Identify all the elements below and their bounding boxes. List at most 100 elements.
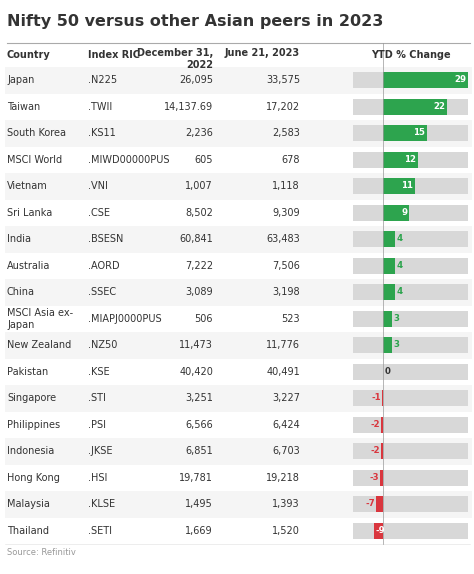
Text: 11,473: 11,473 <box>179 340 213 350</box>
FancyBboxPatch shape <box>5 253 472 279</box>
FancyBboxPatch shape <box>383 204 410 221</box>
Text: 4: 4 <box>397 287 403 296</box>
Text: December 31,
2022: December 31, 2022 <box>137 48 213 71</box>
Text: 523: 523 <box>282 314 300 324</box>
Text: Japan: Japan <box>7 75 35 86</box>
Text: Vietnam: Vietnam <box>7 181 48 191</box>
Text: 6,851: 6,851 <box>185 446 213 456</box>
Text: .N225: .N225 <box>88 75 117 86</box>
FancyBboxPatch shape <box>5 173 472 200</box>
Text: 22: 22 <box>434 102 446 111</box>
FancyBboxPatch shape <box>383 231 395 247</box>
Text: 7,222: 7,222 <box>185 261 213 271</box>
FancyBboxPatch shape <box>5 464 472 491</box>
Text: 19,781: 19,781 <box>179 473 213 483</box>
Text: -2: -2 <box>370 420 380 429</box>
Text: 60,841: 60,841 <box>179 234 213 245</box>
Text: 1,669: 1,669 <box>185 526 213 536</box>
FancyBboxPatch shape <box>353 337 468 354</box>
FancyBboxPatch shape <box>353 284 468 300</box>
FancyBboxPatch shape <box>383 178 415 195</box>
FancyBboxPatch shape <box>353 522 468 539</box>
FancyBboxPatch shape <box>5 305 472 332</box>
Text: .NZ50: .NZ50 <box>88 340 118 350</box>
FancyBboxPatch shape <box>383 258 395 274</box>
FancyBboxPatch shape <box>353 390 468 406</box>
FancyBboxPatch shape <box>353 72 468 88</box>
FancyBboxPatch shape <box>5 332 472 359</box>
Text: Sri Lanka: Sri Lanka <box>7 208 52 218</box>
FancyBboxPatch shape <box>5 385 472 412</box>
Text: Taiwan: Taiwan <box>7 102 40 112</box>
FancyBboxPatch shape <box>383 337 392 354</box>
Text: 40,491: 40,491 <box>266 367 300 377</box>
Text: .AORD: .AORD <box>88 261 119 271</box>
FancyBboxPatch shape <box>353 311 468 327</box>
Text: China: China <box>7 287 35 297</box>
Text: 29: 29 <box>454 75 466 84</box>
Text: 63,483: 63,483 <box>266 234 300 245</box>
Text: 40,420: 40,420 <box>179 367 213 377</box>
FancyBboxPatch shape <box>5 518 472 544</box>
Text: .VNI: .VNI <box>88 181 108 191</box>
FancyBboxPatch shape <box>383 125 427 141</box>
Text: 506: 506 <box>194 314 213 324</box>
Text: 6,424: 6,424 <box>272 420 300 430</box>
Text: 9: 9 <box>401 208 407 217</box>
Text: 17,202: 17,202 <box>266 102 300 112</box>
FancyBboxPatch shape <box>353 231 468 247</box>
FancyBboxPatch shape <box>5 412 472 438</box>
Text: -7: -7 <box>365 499 375 508</box>
FancyBboxPatch shape <box>5 438 472 464</box>
FancyBboxPatch shape <box>353 443 468 459</box>
Text: 3,227: 3,227 <box>272 393 300 404</box>
FancyBboxPatch shape <box>376 496 383 513</box>
Text: South Korea: South Korea <box>7 128 66 138</box>
Text: 2,583: 2,583 <box>272 128 300 138</box>
Text: .PSI: .PSI <box>88 420 106 430</box>
Text: 3: 3 <box>394 340 400 349</box>
FancyBboxPatch shape <box>380 470 383 486</box>
Text: -2: -2 <box>370 446 380 455</box>
FancyBboxPatch shape <box>382 390 383 406</box>
Text: Country: Country <box>7 50 51 60</box>
Text: Index RIC: Index RIC <box>88 50 140 60</box>
FancyBboxPatch shape <box>5 120 472 146</box>
FancyBboxPatch shape <box>353 204 468 221</box>
Text: .SETI: .SETI <box>88 526 112 536</box>
FancyBboxPatch shape <box>383 72 468 88</box>
Text: Malaysia: Malaysia <box>7 499 50 509</box>
FancyBboxPatch shape <box>5 146 472 173</box>
FancyBboxPatch shape <box>5 67 472 94</box>
Text: .JKSE: .JKSE <box>88 446 112 456</box>
Text: 33,575: 33,575 <box>266 75 300 86</box>
Text: -9: -9 <box>376 526 385 535</box>
FancyBboxPatch shape <box>5 200 472 226</box>
Text: YTD % Change: YTD % Change <box>371 50 450 60</box>
FancyBboxPatch shape <box>383 284 395 300</box>
Text: 3,089: 3,089 <box>185 287 213 297</box>
FancyBboxPatch shape <box>353 178 468 195</box>
Text: 2,236: 2,236 <box>185 128 213 138</box>
Text: 8,502: 8,502 <box>185 208 213 218</box>
Text: .SSEC: .SSEC <box>88 287 116 297</box>
Text: 4: 4 <box>397 234 403 243</box>
Text: 12: 12 <box>404 155 416 164</box>
Text: 26,095: 26,095 <box>179 75 213 86</box>
FancyBboxPatch shape <box>381 417 383 433</box>
FancyBboxPatch shape <box>5 94 472 120</box>
Text: Indonesia: Indonesia <box>7 446 54 456</box>
Text: .MIWD00000PUS: .MIWD00000PUS <box>88 155 170 165</box>
FancyBboxPatch shape <box>353 496 468 513</box>
Text: 11,776: 11,776 <box>266 340 300 350</box>
Text: .TWII: .TWII <box>88 102 112 112</box>
Text: 3: 3 <box>394 314 400 323</box>
Text: 3,198: 3,198 <box>273 287 300 297</box>
Text: 1,520: 1,520 <box>272 526 300 536</box>
Text: Pakistan: Pakistan <box>7 367 48 377</box>
Text: MSCI World: MSCI World <box>7 155 62 165</box>
FancyBboxPatch shape <box>353 470 468 486</box>
Text: .HSI: .HSI <box>88 473 108 483</box>
Text: .CSE: .CSE <box>88 208 110 218</box>
Text: -3: -3 <box>369 473 379 482</box>
